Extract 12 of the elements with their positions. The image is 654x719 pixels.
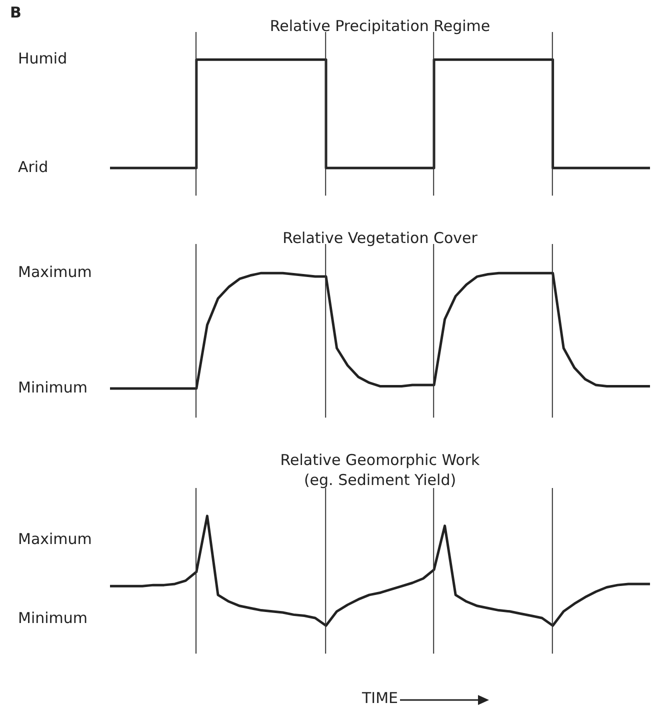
chart-subtitle: (eg. Sediment Yield) <box>304 470 456 489</box>
chart-title: Relative Vegetation Cover <box>282 228 478 247</box>
text: Maximum <box>18 530 92 548</box>
x-axis-title: TIME <box>360 688 398 707</box>
text: Arid <box>18 158 48 176</box>
text: Maximum <box>18 262 92 281</box>
text: B <box>10 3 22 22</box>
text: Humid <box>18 50 68 68</box>
chart-title: Relative Precipitation Regime <box>270 16 490 35</box>
text: Minimum <box>18 378 88 396</box>
text: Minimum <box>18 608 88 627</box>
chart-title: Relative Geomorphic Work <box>280 450 480 469</box>
